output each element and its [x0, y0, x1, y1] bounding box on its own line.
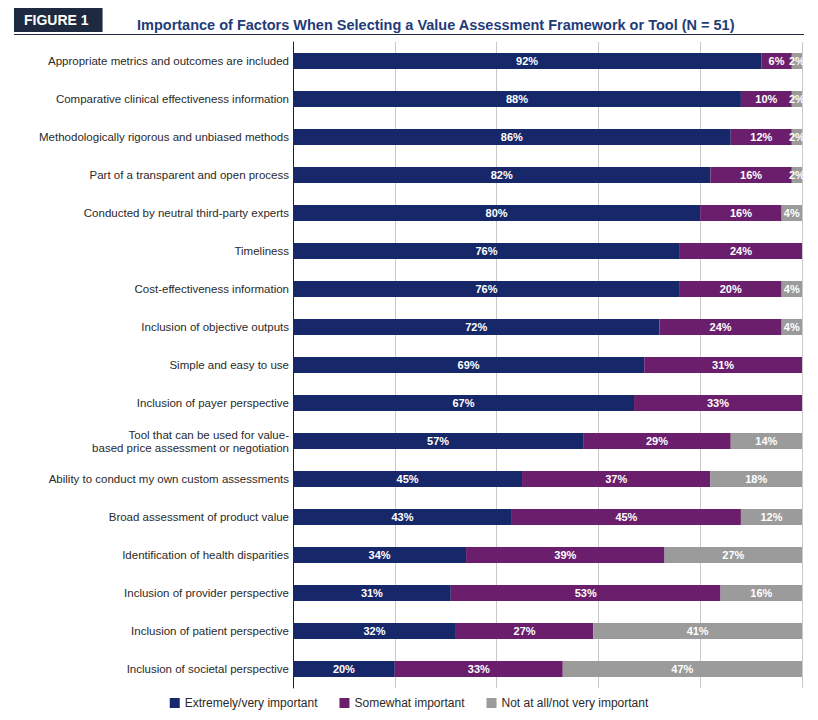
svg-text:Tool that can be used for valu: Tool that can be used for value- [129, 429, 290, 441]
svg-text:Extremely/very important: Extremely/very important [185, 696, 318, 710]
svg-text:Part of a transparent and open: Part of a transparent and open process [90, 169, 290, 181]
svg-text:2%: 2% [789, 93, 805, 105]
svg-text:24%: 24% [710, 321, 732, 333]
svg-text:88%: 88% [506, 93, 528, 105]
svg-text:Not at all/not very important: Not at all/not very important [502, 696, 649, 710]
svg-text:Inclusion of societal perspect: Inclusion of societal perspective [127, 663, 289, 675]
svg-text:20%: 20% [720, 283, 742, 295]
svg-text:24%: 24% [730, 245, 752, 257]
svg-text:32%: 32% [363, 625, 385, 637]
svg-text:47%: 47% [671, 663, 693, 675]
svg-text:34%: 34% [369, 549, 391, 561]
svg-text:Cost-effectiveness information: Cost-effectiveness information [135, 283, 289, 295]
svg-text:Importance of Factors When Sel: Importance of Factors When Selecting a V… [137, 17, 735, 33]
svg-text:67%: 67% [452, 397, 474, 409]
svg-text:27%: 27% [722, 549, 744, 561]
svg-text:6%: 6% [769, 55, 785, 67]
svg-text:2%: 2% [789, 131, 805, 143]
svg-text:53%: 53% [575, 587, 597, 599]
svg-text:2%: 2% [789, 169, 805, 181]
svg-text:45%: 45% [397, 473, 419, 485]
svg-text:72%: 72% [465, 321, 487, 333]
svg-text:2%: 2% [789, 55, 805, 67]
svg-text:10%: 10% [755, 93, 777, 105]
svg-text:33%: 33% [468, 663, 490, 675]
svg-text:20%: 20% [333, 663, 355, 675]
svg-text:Comparative clinical effective: Comparative clinical effectiveness infor… [56, 93, 289, 105]
svg-text:39%: 39% [554, 549, 576, 561]
svg-text:31%: 31% [361, 587, 383, 599]
svg-text:92%: 92% [516, 55, 538, 67]
svg-text:45%: 45% [615, 511, 637, 523]
svg-text:27%: 27% [514, 625, 536, 637]
svg-text:29%: 29% [646, 435, 668, 447]
svg-text:4%: 4% [784, 283, 800, 295]
svg-text:Timeliness: Timeliness [234, 245, 289, 257]
svg-text:Simple and easy to use: Simple and easy to use [169, 359, 289, 371]
svg-text:80%: 80% [486, 207, 508, 219]
svg-text:Inclusion of provider perspect: Inclusion of provider perspective [124, 587, 289, 599]
svg-text:4%: 4% [784, 207, 800, 219]
svg-text:FIGURE 1: FIGURE 1 [24, 12, 89, 28]
svg-text:Inclusion of payer perspective: Inclusion of payer perspective [137, 397, 289, 409]
svg-text:Ability to conduct my own cust: Ability to conduct my own custom assessm… [49, 473, 290, 485]
svg-text:69%: 69% [458, 359, 480, 371]
svg-text:37%: 37% [605, 473, 627, 485]
svg-text:82%: 82% [491, 169, 513, 181]
svg-text:Broad assessment of product va: Broad assessment of product value [109, 511, 289, 523]
svg-text:Conducted by neutral third-par: Conducted by neutral third-party experts [84, 207, 289, 219]
svg-text:14%: 14% [755, 435, 777, 447]
svg-text:16%: 16% [740, 169, 762, 181]
svg-text:4%: 4% [784, 321, 800, 333]
svg-text:33%: 33% [707, 397, 729, 409]
svg-text:76%: 76% [475, 283, 497, 295]
svg-text:Inclusion of patient perspecti: Inclusion of patient perspective [131, 625, 289, 637]
svg-text:86%: 86% [501, 131, 523, 143]
svg-text:16%: 16% [750, 587, 772, 599]
svg-text:76%: 76% [475, 245, 497, 257]
svg-text:16%: 16% [730, 207, 752, 219]
svg-text:57%: 57% [427, 435, 449, 447]
svg-text:41%: 41% [687, 625, 709, 637]
svg-text:Identification of health dispa: Identification of health disparities [122, 549, 289, 561]
svg-text:43%: 43% [391, 511, 413, 523]
svg-text:18%: 18% [745, 473, 767, 485]
svg-text:31%: 31% [712, 359, 734, 371]
svg-text:12%: 12% [760, 511, 782, 523]
svg-text:Appropriate metrics and outcom: Appropriate metrics and outcomes are inc… [48, 55, 289, 67]
svg-text:based price assessment or nego: based price assessment or negotiation [92, 442, 289, 454]
svg-text:Somewhat important: Somewhat important [354, 696, 465, 710]
svg-text:12%: 12% [750, 131, 772, 143]
svg-text:Inclusion of objective outputs: Inclusion of objective outputs [141, 321, 289, 333]
svg-text:Methodologically rigorous and: Methodologically rigorous and unbiased m… [39, 131, 289, 143]
